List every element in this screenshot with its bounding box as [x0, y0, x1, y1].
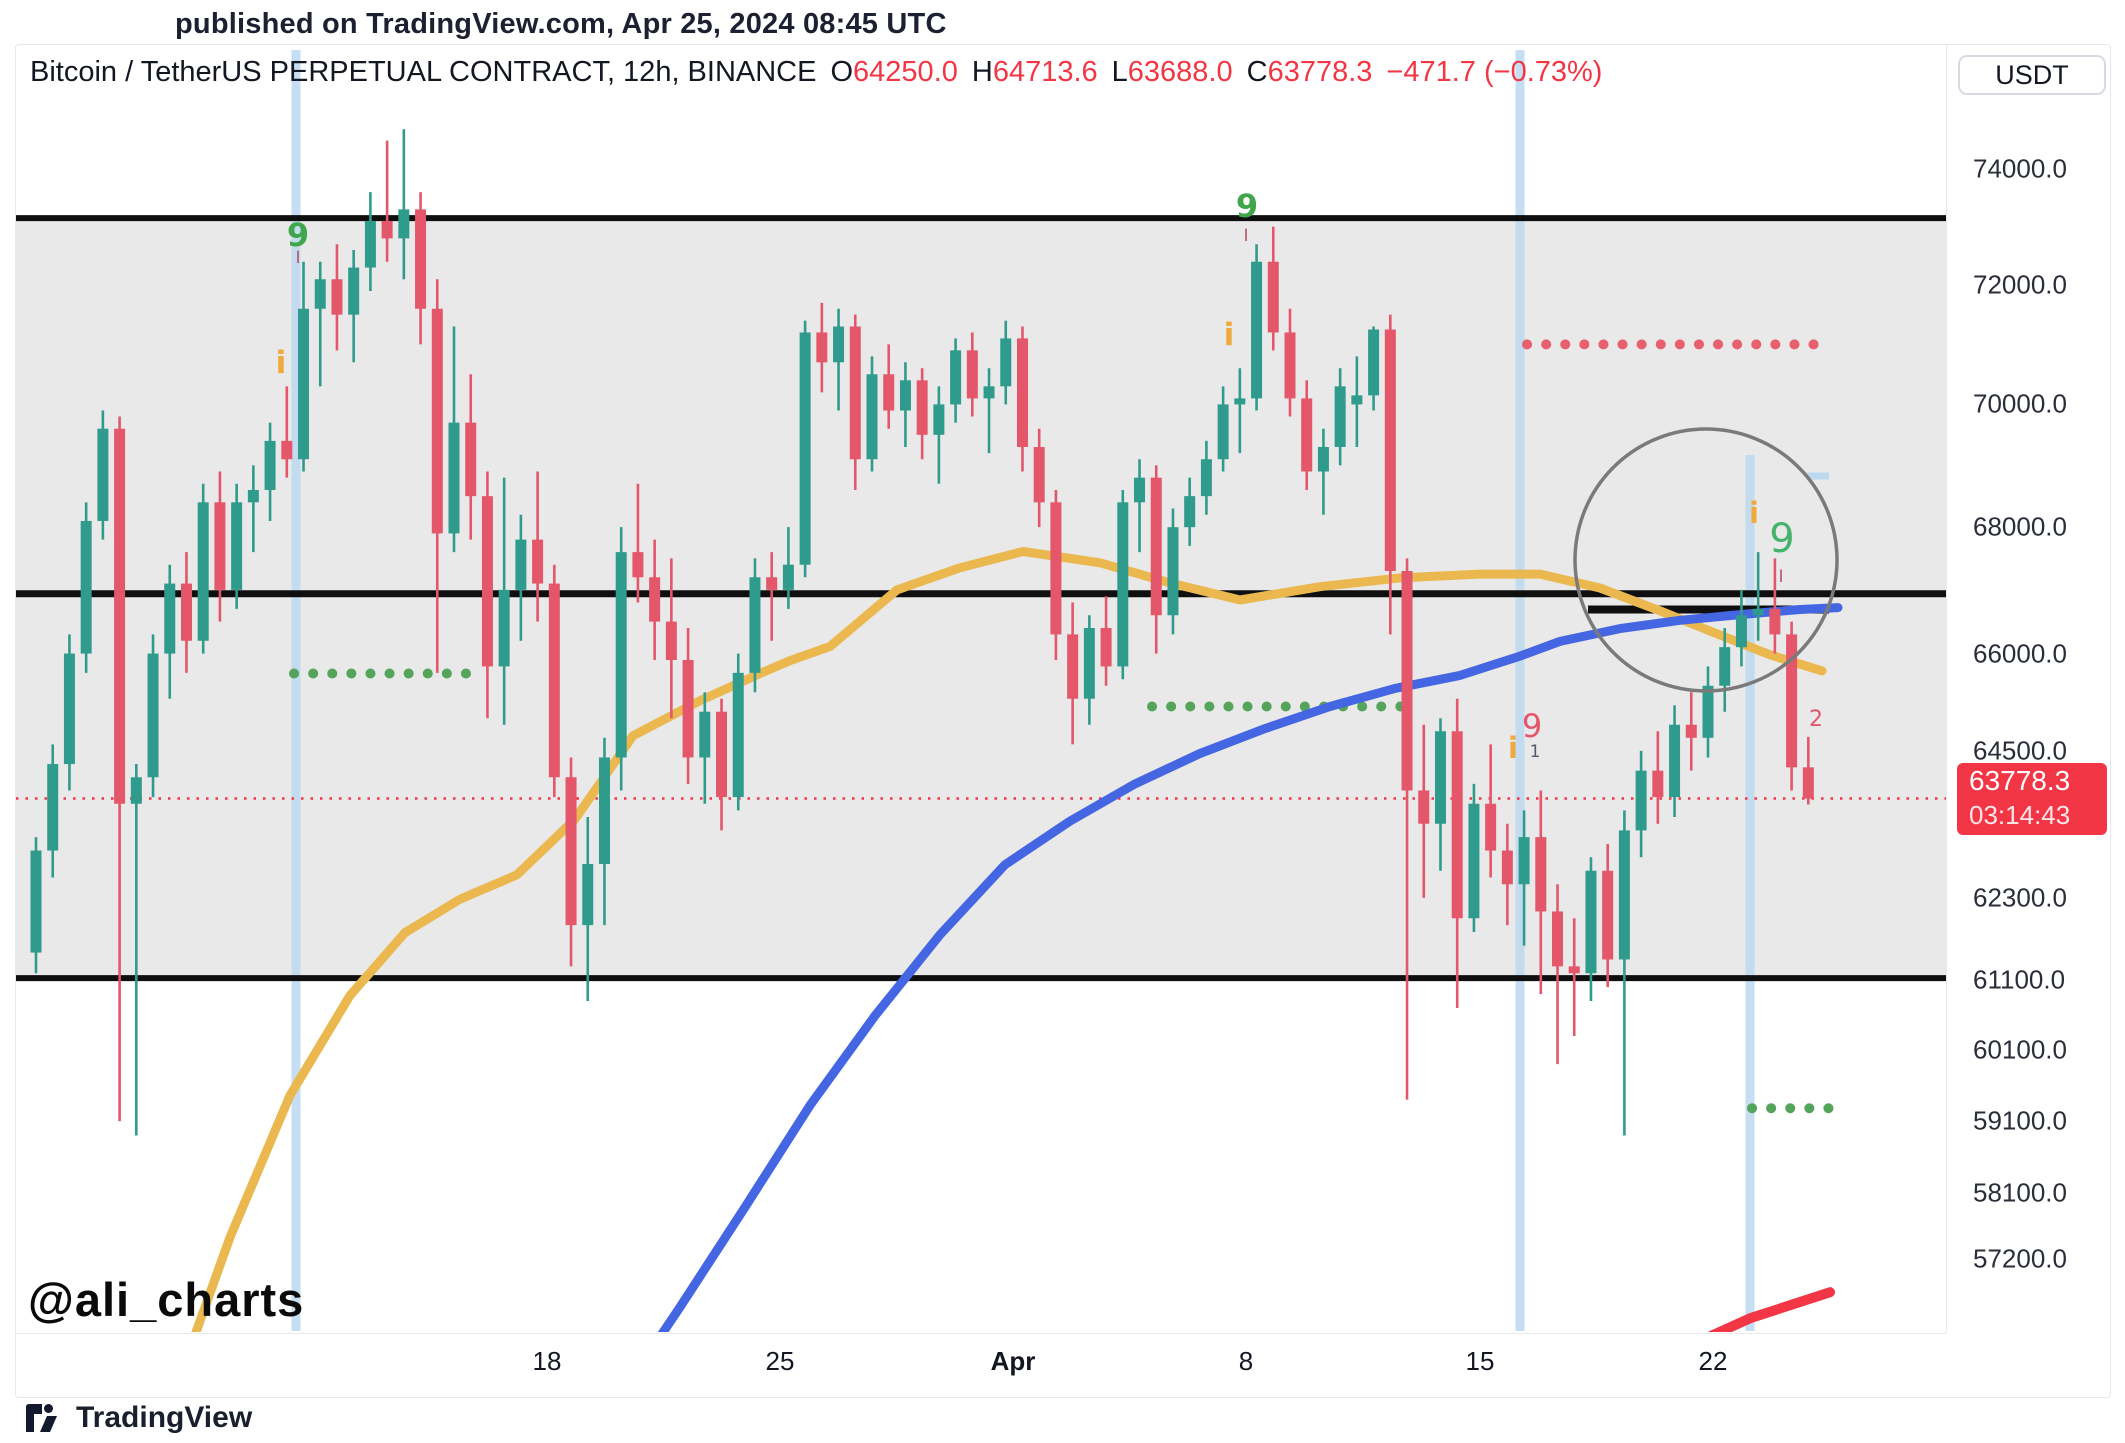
axis-separator [1946, 45, 1947, 1333]
ohlc-value: 63688.0 [1127, 56, 1233, 88]
last-price-value: 63778.3 [1969, 764, 2071, 796]
change-value: −471.7 (−0.73%) [1386, 56, 1603, 88]
price-tick-label: 62300.0 [1973, 882, 2067, 913]
ohlc-value: 63778.3 [1267, 56, 1373, 88]
published-caption: published on TradingView.com, Apr 25, 20… [175, 8, 947, 40]
price-tick-label: 57200.0 [1973, 1243, 2067, 1274]
bar-countdown: 03:14:43 [1969, 799, 2071, 830]
price-tick-label: 59100.0 [1973, 1105, 2067, 1136]
tradingview-logo-text: TradingView [76, 1401, 253, 1434]
ohlc-value: 64250.0 [853, 56, 958, 88]
symbol-header: Bitcoin / TetherUS PERPETUAL CONTRACT, 1… [30, 56, 1602, 89]
author-watermark: @ali_charts [28, 1273, 305, 1326]
ohlc-value: 64713.6 [992, 56, 1098, 88]
tradingview-logo-icon [26, 1404, 57, 1432]
price-tick-label: 58100.0 [1973, 1177, 2067, 1208]
ohlc-label: H [971, 56, 993, 88]
ohlc-label: O [830, 56, 854, 88]
price-tick-label: 61100.0 [1973, 964, 2066, 995]
ohlc-label: L [1111, 56, 1128, 88]
price-axis[interactable]: 63778.3 03:14:43 74000.0 72000.0 70000.0 68… [1947, 45, 2109, 1332]
symbol-title: Bitcoin / TetherUS PERPETUAL CONTRACT, 1… [30, 56, 817, 88]
price-tick-label: 70000.0 [1973, 388, 2067, 419]
ohlc-label: C [1246, 56, 1268, 88]
time-tick-label: 25 [765, 1346, 795, 1376]
currency-toggle-button[interactable]: USDT [1958, 55, 2106, 95]
ohlc-values: O64250.0 H64713.6 L63688.0 C63778.3 [816, 56, 1372, 88]
time-tick-label: 22 [1698, 1346, 1728, 1376]
price-tick-label: 72000.0 [1973, 269, 2067, 300]
time-axis[interactable]: 18 25 Apr 8 15 22 [16, 1333, 1946, 1396]
price-tick-label: 74000.0 [1973, 153, 2067, 184]
time-tick-label: 8 [1238, 1346, 1254, 1376]
price-tick-label: 60100.0 [1973, 1034, 2067, 1065]
time-tick-label: 18 [532, 1346, 562, 1376]
price-tick-label: 68000.0 [1973, 511, 2067, 542]
price-tick-label: 64500.0 [1973, 735, 2067, 766]
price-tick-label: 66000.0 [1973, 638, 2067, 669]
time-tick-label: 15 [1465, 1346, 1495, 1376]
tradingview-footer: TradingView [24, 1398, 252, 1438]
time-tick-label: Apr [990, 1346, 1036, 1376]
chart-card[interactable] [15, 44, 2111, 1398]
last-price-badge: 63778.3 03:14:43 [1957, 762, 2107, 835]
